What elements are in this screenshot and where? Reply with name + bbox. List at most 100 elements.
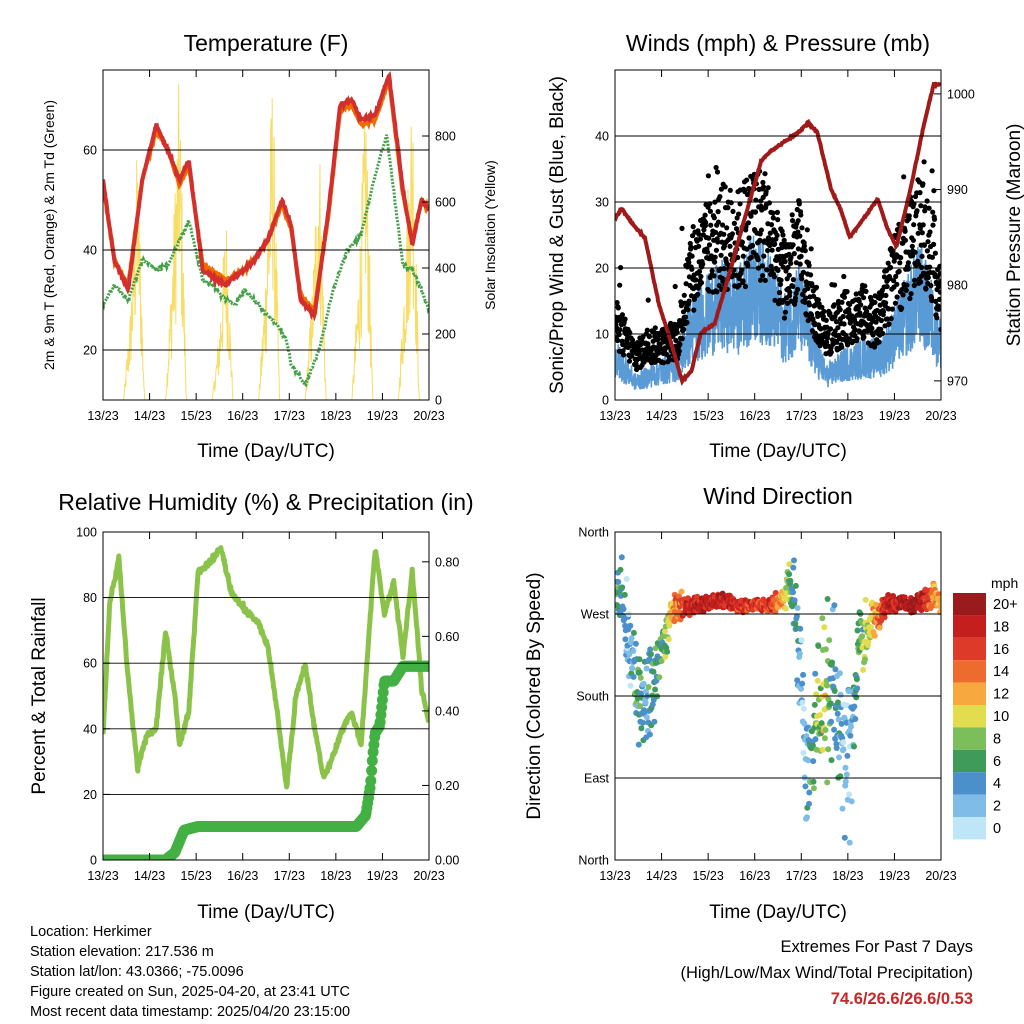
gust-point xyxy=(760,184,767,190)
gust-point xyxy=(761,253,767,259)
gust-point xyxy=(800,269,807,275)
y-tick-label: 40 xyxy=(595,130,609,144)
gust-point xyxy=(922,208,928,214)
legend-swatch xyxy=(953,772,986,795)
gust-point xyxy=(746,235,752,241)
gust-point xyxy=(615,337,621,344)
gust-point xyxy=(753,197,759,203)
gust-point xyxy=(869,325,875,331)
y-tick-right-label: 0 xyxy=(435,394,442,408)
direction-point xyxy=(881,610,888,617)
direction-point xyxy=(809,742,816,749)
gust-point xyxy=(908,291,914,297)
direction-point xyxy=(846,791,853,798)
temperature-xlabel: Time (Day/UTC) xyxy=(197,441,335,462)
gust-point xyxy=(909,243,915,249)
gust-point xyxy=(891,278,897,284)
gust-point xyxy=(915,261,922,267)
legend-swatch xyxy=(953,615,986,638)
gust-point xyxy=(928,283,934,289)
gust-point xyxy=(621,352,627,358)
gust-point xyxy=(789,212,795,218)
y-tick-right-label: 200 xyxy=(435,328,456,342)
station-info: Location: Herkimer Station elevation: 21… xyxy=(30,922,350,1022)
gust-point xyxy=(693,277,699,283)
direction-point xyxy=(859,644,866,651)
legend-label: 2 xyxy=(993,799,1001,815)
legend-swatch xyxy=(953,817,986,840)
gust-point xyxy=(744,177,750,183)
gust-point xyxy=(690,224,696,230)
x-tick-label: 19/23 xyxy=(367,869,398,883)
direction-point xyxy=(790,589,796,596)
x-tick-label: 14/23 xyxy=(134,869,165,883)
direction-point xyxy=(630,673,637,680)
gust-point xyxy=(780,264,786,270)
legend-label: 16 xyxy=(993,642,1009,658)
direction-point xyxy=(810,785,817,792)
direction-point xyxy=(862,596,869,603)
direction-point xyxy=(782,605,789,612)
precip-point xyxy=(365,775,377,787)
gust-point xyxy=(790,283,796,289)
x-tick-label: 15/23 xyxy=(181,869,212,883)
gust-point xyxy=(827,326,834,332)
gust-point xyxy=(855,306,861,312)
direction-point xyxy=(821,624,828,631)
gust-point xyxy=(881,274,888,280)
gust-point xyxy=(790,277,797,283)
direction-point xyxy=(834,710,841,717)
x-tick-label: 16/23 xyxy=(227,409,258,423)
gust-point xyxy=(769,247,775,253)
direction-point xyxy=(810,778,817,785)
gust-point xyxy=(779,228,785,234)
gust-point xyxy=(762,277,768,283)
x-tick-label: 20/23 xyxy=(413,409,444,423)
legend-swatch xyxy=(953,637,986,661)
gust-point xyxy=(793,290,799,296)
gust-point xyxy=(737,201,743,207)
y-tick-label: 80 xyxy=(83,591,97,605)
legend-label: 8 xyxy=(993,731,1001,747)
gust-point xyxy=(767,230,773,236)
gust-point xyxy=(688,293,695,299)
gust-point xyxy=(920,181,926,187)
gust-point xyxy=(921,159,927,165)
direction-point xyxy=(636,669,643,676)
gust-point xyxy=(774,209,781,215)
gust-point xyxy=(695,291,701,297)
direction-point xyxy=(873,601,880,608)
direction-point xyxy=(800,671,807,678)
gust-point xyxy=(833,319,840,325)
direction-point xyxy=(806,800,812,807)
gust-point xyxy=(915,230,921,236)
direction-point xyxy=(840,739,847,746)
direction-point xyxy=(647,651,654,658)
direction-point xyxy=(847,732,854,739)
gust-point xyxy=(689,266,695,272)
gust-point xyxy=(880,330,886,336)
y-tick-right-label: 0.60 xyxy=(435,630,459,644)
gust-point xyxy=(872,299,878,305)
y-tick-right-label: 400 xyxy=(435,262,456,276)
gust-point xyxy=(832,282,838,288)
gust-point xyxy=(803,312,810,318)
recent-timestamp: Most recent data timestamp: 2025/04/20 2… xyxy=(30,1004,351,1020)
gust-point xyxy=(880,309,887,315)
gust-point xyxy=(765,185,771,191)
direction-point xyxy=(848,798,855,805)
x-tick-label: 14/23 xyxy=(134,409,165,423)
direction-point xyxy=(853,676,860,683)
gust-point xyxy=(924,198,930,204)
x-tick-label: 14/23 xyxy=(646,869,677,883)
gust-point xyxy=(712,229,719,235)
gust-point xyxy=(861,295,867,301)
gust-point xyxy=(716,283,722,289)
gust-point xyxy=(795,286,801,292)
y-tick-label: 40 xyxy=(83,722,97,736)
station-location: Location: Herkimer xyxy=(30,924,152,940)
legend-label: 10 xyxy=(993,709,1009,725)
gust-point xyxy=(701,227,707,233)
direction-point xyxy=(794,677,801,684)
